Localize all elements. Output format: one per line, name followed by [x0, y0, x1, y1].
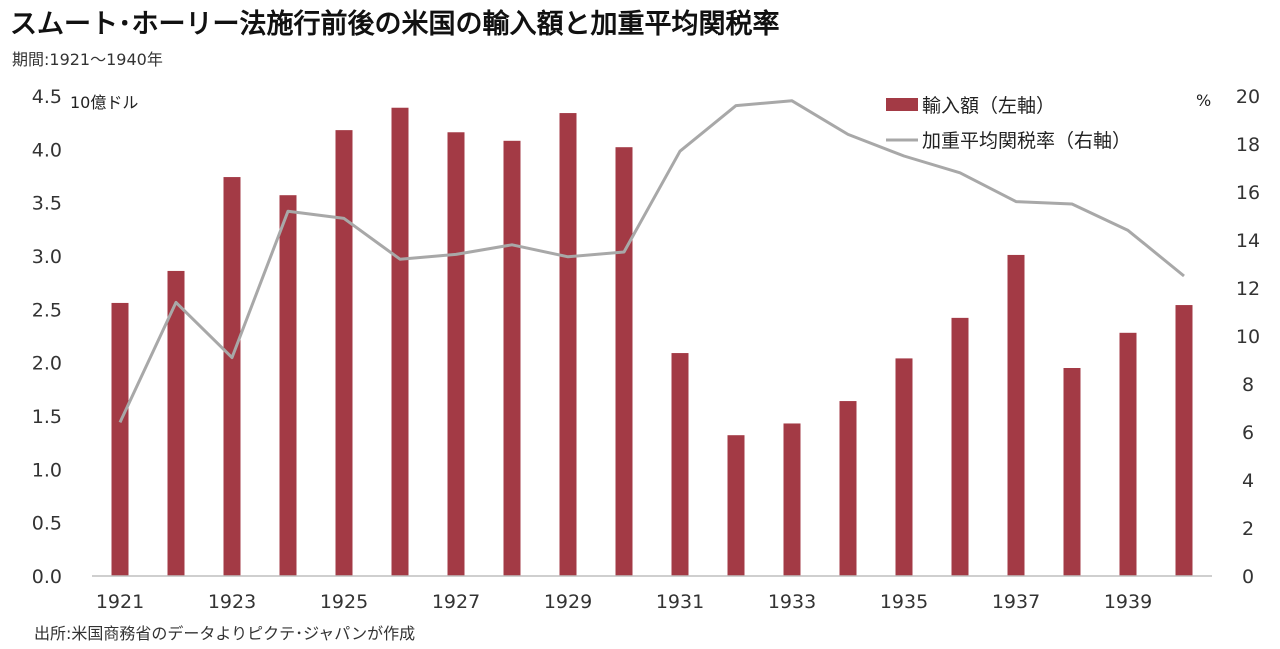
bar-1927 [447, 132, 465, 576]
left-y-tick: 3.5 [32, 193, 62, 215]
x-tick-1931: 1931 [656, 591, 704, 613]
bar-1926 [391, 107, 409, 576]
bar-1936 [951, 317, 969, 576]
right-y-tick: 12 [1236, 278, 1260, 300]
right-y-tick: 18 [1236, 134, 1260, 156]
left-y-tick: 3.0 [32, 246, 62, 268]
left-y-tick: 4.5 [32, 86, 62, 108]
bar-1924 [279, 195, 297, 576]
right-y-tick: 2 [1242, 518, 1254, 540]
left-y-tick: 4.0 [32, 139, 62, 161]
x-tick-1925: 1925 [320, 591, 368, 613]
bar-1933 [783, 423, 801, 576]
chart-subtitle: 期間:1921～1940年 [12, 50, 163, 69]
bar-1931 [671, 353, 689, 576]
x-tick-1923: 1923 [208, 591, 256, 613]
bar-series [111, 107, 1193, 577]
right-y-tick: 20 [1236, 86, 1260, 108]
x-tick-1933: 1933 [768, 591, 816, 613]
bar-1929 [559, 113, 577, 577]
bar-1934 [839, 401, 857, 576]
x-tick-1935: 1935 [880, 591, 928, 613]
bar-1938 [1063, 368, 1081, 576]
x-tick-1921: 1921 [96, 591, 144, 613]
bar-1940 [1175, 305, 1193, 576]
left-y-axis-ticks: 0.0 0.5 1.0 1.5 2.0 2.5 3.0 3.5 4.0 4.5 [32, 86, 62, 588]
left-axis-unit: 10億ドル [70, 93, 138, 112]
x-tick-1929: 1929 [544, 591, 592, 613]
bar-1935 [895, 358, 913, 576]
x-tick-1939: 1939 [1104, 591, 1152, 613]
bar-1921 [111, 302, 129, 576]
bar-1930 [615, 147, 633, 576]
left-y-tick: 0.0 [32, 566, 62, 588]
right-axis-unit: % [1196, 91, 1211, 110]
legend-swatch-bar [886, 98, 918, 111]
right-y-tick: 8 [1242, 374, 1254, 396]
legend-label-bar: 輸入額（左軸） [922, 95, 1055, 117]
right-y-tick: 10 [1236, 326, 1260, 348]
bar-1932 [727, 435, 745, 576]
x-tick-1927: 1927 [432, 591, 480, 613]
bar-1925 [335, 130, 353, 576]
left-y-tick: 1.0 [32, 459, 62, 481]
right-y-tick: 0 [1242, 566, 1254, 588]
right-y-tick: 4 [1242, 470, 1254, 492]
chart-title: スムート･ホーリー法施行前後の米国の輸入額と加重平均関税率 [10, 9, 780, 40]
line-series [118, 99, 1185, 424]
bar-1922 [167, 270, 185, 576]
bar-1937 [1007, 254, 1025, 576]
left-y-tick: 1.5 [32, 406, 62, 428]
bar-1928 [503, 140, 521, 577]
left-y-tick: 0.5 [32, 513, 62, 535]
bar-1939 [1119, 332, 1137, 576]
source-note: 出所:米国商務省のデータよりピクテ･ジャパンが作成 [34, 624, 416, 643]
right-y-axis-ticks: 0 2 4 6 8 10 12 14 16 18 20 [1236, 86, 1260, 588]
bar-1923 [223, 177, 241, 577]
right-y-tick: 16 [1236, 182, 1260, 204]
legend: 輸入額（左軸） 加重平均関税率（右軸） [886, 95, 1131, 152]
x-tick-1937: 1937 [992, 591, 1040, 613]
tariff-rate-line [118, 99, 1185, 424]
right-y-tick: 14 [1236, 230, 1260, 252]
left-y-tick: 2.5 [32, 299, 62, 321]
right-y-tick: 6 [1242, 422, 1254, 444]
x-axis-ticks: 1921 1923 1925 1927 1929 1931 1933 1935 1937 1939 [96, 591, 1152, 613]
left-y-tick: 2.0 [32, 353, 62, 375]
legend-label-line: 加重平均関税率（右軸） [922, 130, 1131, 152]
